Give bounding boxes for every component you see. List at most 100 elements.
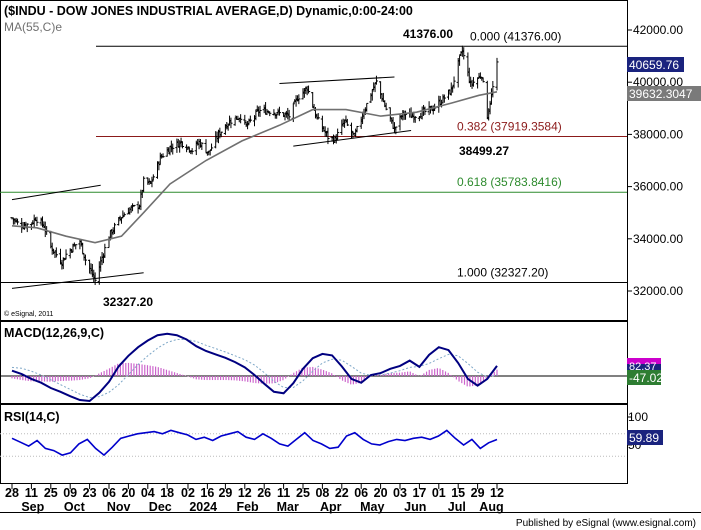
ohlc-bar [481, 77, 485, 83]
month-label: Nov [107, 500, 131, 514]
price-ytick-label: 36000.00 [633, 180, 683, 194]
price-annotation: 38499.27 [459, 144, 509, 158]
ohlc-bar [122, 212, 126, 217]
date-tick-label: 02 [181, 486, 195, 500]
ohlc-bar [204, 139, 208, 153]
ohlc-bar [208, 149, 212, 156]
date-tick-label: 06 [354, 486, 368, 500]
ohlc-bar [150, 176, 154, 188]
date-tick-label: 29 [471, 486, 485, 500]
date-tick-label: 20 [121, 486, 135, 500]
ohlc-bar [277, 106, 282, 116]
ohlc-bar [394, 126, 398, 135]
ohlc-bar [326, 127, 330, 145]
ohlc-bar [64, 249, 68, 260]
month-label: Feb [236, 500, 259, 514]
price-ytick-label: 40000.00 [633, 75, 683, 89]
date-tick-label: 12 [490, 486, 504, 500]
rsi-ytick-label: 100 [628, 410, 648, 424]
ma-label: MA(55,C)e [4, 20, 62, 34]
price-panel-frame [0, 0, 628, 321]
ohlc-bar [268, 111, 272, 117]
date-tick-label: 20 [374, 486, 388, 500]
ohlc-bar [54, 247, 58, 258]
ohlc-bar [491, 81, 495, 98]
last-price-tag [627, 57, 684, 72]
month-label: Dec [149, 500, 172, 514]
date-tick-label: 01 [432, 486, 446, 500]
ohlc-bar [306, 85, 311, 94]
trendline [279, 76, 395, 85]
macd-signal-line [11, 339, 498, 399]
ohlc-bar [345, 118, 349, 126]
price-annotation: 41376.00 [403, 27, 453, 41]
rsi-value-tag [627, 430, 663, 445]
ohlc-bar [93, 272, 97, 286]
price-annotation: 32327.20 [103, 295, 153, 309]
ohlc-bar [442, 94, 446, 103]
month-label: Sep [21, 500, 44, 514]
signal-value-tag-label: -47.02 [629, 371, 663, 385]
price-ytick-label: 34000.00 [633, 232, 683, 246]
ohlc-bar [401, 110, 405, 121]
ohlc-bar [248, 115, 252, 123]
ohlc-bar [471, 77, 476, 87]
fib-level-label: 0.000 (41376.00) [470, 29, 561, 43]
axis-layer: 28 11 25 09 23 06 20 04 18 02 16 29 12 26 11 25 08 22 06 20… [5, 484, 504, 514]
rsi-line [11, 429, 498, 457]
ohlc-bar [365, 102, 369, 112]
date-tick-label: 25 [296, 486, 310, 500]
trendline [11, 184, 101, 201]
ohlc-bar [287, 109, 291, 121]
ohlc-bar [161, 153, 165, 158]
ohlc-bar [374, 75, 379, 85]
date-tick-label: 28 [5, 486, 19, 500]
ma-line [11, 91, 498, 244]
ohlc-bar [462, 47, 466, 60]
date-tick-label: 11 [277, 486, 290, 500]
ohlc-bar [112, 222, 117, 235]
date-tick-label: 17 [412, 486, 426, 500]
ohlc-bar [142, 176, 146, 193]
rsi-value-tag-label: 59.89 [629, 431, 659, 445]
date-tick-label: 12 [238, 486, 252, 500]
fib-level-label: 0.618 (35783.8416) [457, 175, 562, 189]
ohlc-bar [132, 204, 136, 207]
ohlc-bar [200, 142, 204, 150]
signal-value-tag [627, 370, 661, 385]
price-ytick-label: 38000.00 [633, 127, 683, 141]
price-layer: 32000.00 34000.00 36000.00 38000.00 40000.00… [0, 23, 701, 309]
fib-level-label: 0.382 (37919.3584) [457, 120, 562, 134]
ohlc-bar [83, 254, 88, 266]
ohlc-bar [219, 131, 223, 138]
macd-value-tag [627, 364, 661, 370]
last-price-tag-label: 40659.76 [629, 58, 679, 72]
ohlc-bar [495, 57, 499, 91]
ohlc-bar [413, 116, 417, 123]
ohlc-bar [74, 244, 78, 250]
ohlc-bar [297, 94, 301, 105]
ohlc-bar [384, 102, 388, 111]
date-tick-label: 18 [160, 486, 174, 500]
ohlc-bar [243, 114, 247, 125]
ohlc-bar [209, 143, 214, 151]
date-tick-label: 29 [218, 486, 232, 500]
ohlc-bar [258, 105, 262, 117]
macd-value-tag-accent [627, 358, 661, 364]
date-tick-label: 11 [25, 486, 38, 500]
ohlc-bar [239, 114, 243, 124]
trendline [11, 272, 144, 289]
ohlc-bar [452, 76, 456, 89]
date-tick-label: 26 [257, 486, 271, 500]
date-tick-label: 25 [44, 486, 58, 500]
date-tick-label: 08 [315, 486, 329, 500]
ohlc-bar [245, 121, 250, 130]
fib-level-label: 1.000 (32327.20) [457, 265, 548, 279]
ohlc-bar [370, 89, 374, 101]
chart-title: ($INDU - DOW JONES INDUSTRIAL AVERAGE,D)… [4, 4, 413, 18]
month-label: Oct [64, 500, 86, 514]
price-ytick-label: 32000.00 [633, 284, 683, 298]
date-tick-label: 03 [393, 486, 407, 500]
rsi-panel-frame [0, 404, 628, 484]
